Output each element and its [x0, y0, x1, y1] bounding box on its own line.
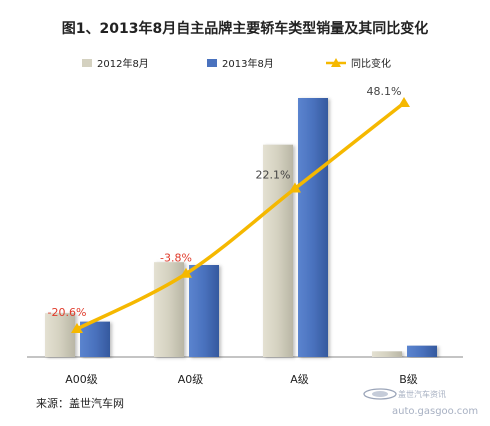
yoy-data-label: -3.8% — [160, 252, 192, 265]
yoy-marker-A — [289, 182, 301, 193]
x-tick-label: A级 — [290, 373, 309, 386]
bar-series1-B — [372, 351, 402, 357]
source-note: 来源：盖世汽车网 — [36, 396, 124, 410]
bar-series2-B — [407, 345, 437, 357]
watermark-brand: 盖世汽车资讯 — [398, 389, 446, 399]
x-tick-label: A0级 — [178, 373, 204, 386]
yoy-marker-A00 — [71, 323, 83, 333]
yoy-data-label: -20.6% — [48, 306, 87, 319]
bars-group — [45, 98, 437, 357]
bar-series1-A — [263, 144, 293, 357]
x-tick-label: A00级 — [65, 373, 98, 386]
yoy-marker-A0 — [180, 267, 192, 278]
yoy-data-label: 48.1% — [367, 85, 402, 98]
bar-series2-A — [298, 98, 328, 357]
watermark-swoosh — [363, 388, 397, 400]
watermark-swoosh-inner — [372, 391, 388, 397]
chart-title: 图1、2013年8月自主品牌主要轿车类型销量及其同比变化 — [62, 20, 428, 37]
legend-label: 同比变化 — [351, 57, 391, 70]
legend-marker — [331, 58, 341, 67]
legend-item-1: 2012年8月 — [82, 57, 149, 70]
x-tick-labels: A00级 A0级 A级 B级 — [65, 373, 418, 386]
gasgoo-watermark-logo: 盖世汽车资讯 auto.gasgoo.com — [363, 388, 478, 417]
yoy-change-line — [75, 101, 406, 331]
bar-series2-A0 — [189, 265, 219, 357]
yoy-marker-B — [398, 97, 410, 107]
chart-legend: 2012年8月 2013年8月 同比变化 — [82, 57, 391, 70]
x-tick-label: B级 — [399, 373, 418, 386]
legend-label: 2013年8月 — [222, 57, 274, 70]
legend-label: 2012年8月 — [97, 57, 149, 70]
bar-series1-A00 — [45, 313, 75, 357]
legend-swatch — [82, 59, 92, 67]
bar-series2-A00 — [80, 321, 110, 357]
legend-swatch — [207, 59, 217, 67]
legend-item-2: 2013年8月 — [207, 57, 274, 70]
yoy-data-label: 22.1% — [256, 169, 291, 182]
watermark-url: auto.gasgoo.com — [392, 406, 478, 417]
legend-item-3: 同比变化 — [326, 57, 391, 70]
line-series-group: -20.6% -3.8% 22.1% 48.1% — [48, 85, 410, 333]
